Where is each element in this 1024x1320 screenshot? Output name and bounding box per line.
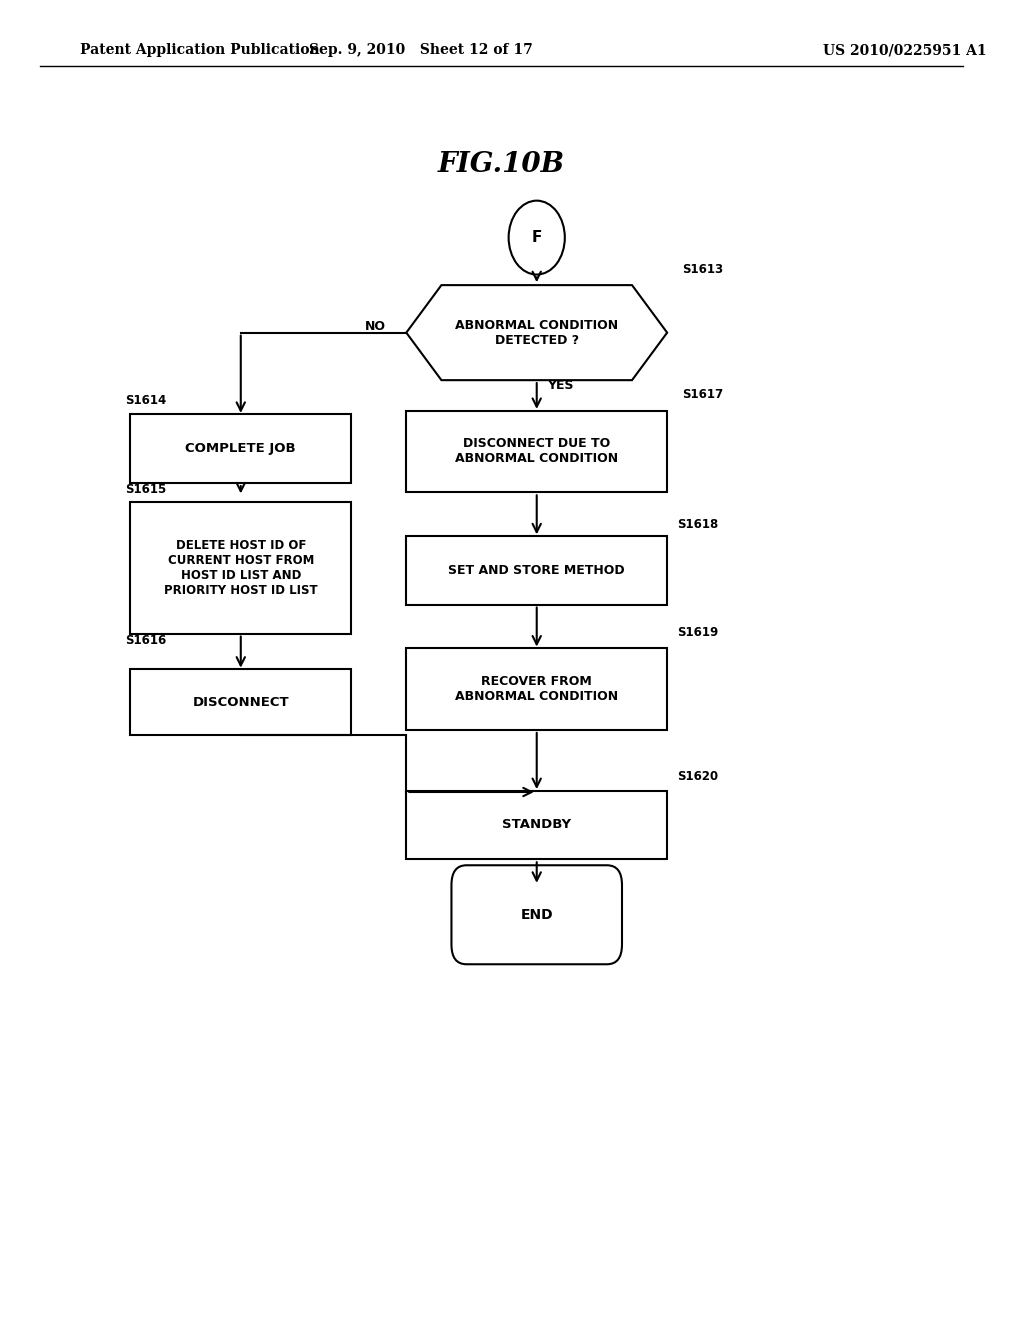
Text: S1618: S1618 bbox=[677, 517, 719, 531]
FancyBboxPatch shape bbox=[407, 648, 668, 730]
Text: FIG.10B: FIG.10B bbox=[438, 152, 565, 178]
FancyBboxPatch shape bbox=[130, 414, 351, 483]
Text: DISCONNECT DUE TO
ABNORMAL CONDITION: DISCONNECT DUE TO ABNORMAL CONDITION bbox=[455, 437, 618, 466]
Text: S1620: S1620 bbox=[677, 770, 718, 783]
FancyBboxPatch shape bbox=[407, 536, 668, 605]
Text: Patent Application Publication: Patent Application Publication bbox=[80, 44, 319, 57]
FancyBboxPatch shape bbox=[452, 866, 622, 964]
Text: STANDBY: STANDBY bbox=[502, 818, 571, 832]
Text: RECOVER FROM
ABNORMAL CONDITION: RECOVER FROM ABNORMAL CONDITION bbox=[455, 675, 618, 704]
Text: SET AND STORE METHOD: SET AND STORE METHOD bbox=[449, 564, 625, 577]
Text: S1617: S1617 bbox=[682, 388, 723, 401]
FancyBboxPatch shape bbox=[407, 411, 668, 492]
Text: NO: NO bbox=[366, 319, 386, 333]
Text: DISCONNECT: DISCONNECT bbox=[193, 696, 289, 709]
Text: US 2010/0225951 A1: US 2010/0225951 A1 bbox=[822, 44, 986, 57]
Text: DELETE HOST ID OF
CURRENT HOST FROM
HOST ID LIST AND
PRIORITY HOST ID LIST: DELETE HOST ID OF CURRENT HOST FROM HOST… bbox=[164, 539, 317, 597]
Polygon shape bbox=[407, 285, 668, 380]
Text: S1615: S1615 bbox=[125, 483, 167, 496]
Circle shape bbox=[509, 201, 565, 275]
Text: S1616: S1616 bbox=[125, 634, 167, 647]
Text: S1614: S1614 bbox=[125, 393, 167, 407]
Text: COMPLETE JOB: COMPLETE JOB bbox=[185, 442, 296, 455]
Text: S1619: S1619 bbox=[677, 626, 719, 639]
FancyBboxPatch shape bbox=[407, 791, 668, 859]
Text: END: END bbox=[520, 908, 553, 921]
Text: ABNORMAL CONDITION
DETECTED ?: ABNORMAL CONDITION DETECTED ? bbox=[455, 318, 618, 347]
FancyBboxPatch shape bbox=[130, 502, 351, 634]
Text: F: F bbox=[531, 230, 542, 246]
FancyBboxPatch shape bbox=[130, 669, 351, 735]
Text: YES: YES bbox=[547, 379, 573, 392]
Text: Sep. 9, 2010   Sheet 12 of 17: Sep. 9, 2010 Sheet 12 of 17 bbox=[309, 44, 534, 57]
Text: S1613: S1613 bbox=[682, 263, 723, 276]
